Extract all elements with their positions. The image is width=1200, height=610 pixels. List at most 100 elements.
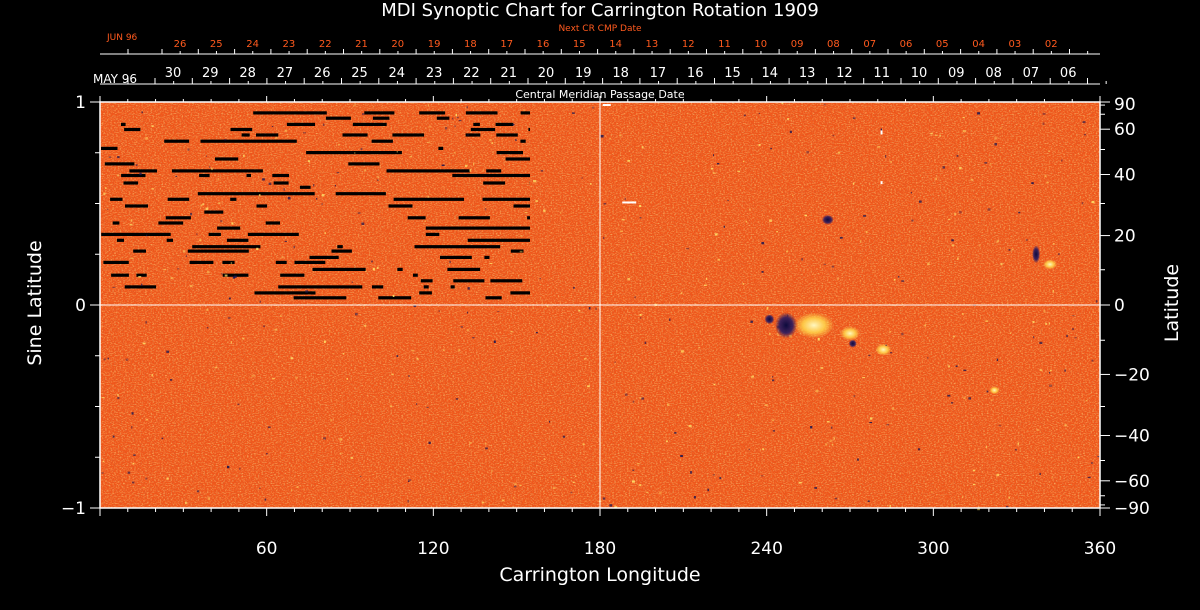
negative-speckle bbox=[1066, 334, 1068, 338]
next-cr-date-label: 22 bbox=[319, 39, 332, 50]
data-gap-segment bbox=[208, 232, 221, 236]
positive-speckle bbox=[572, 481, 575, 483]
positive-speckle bbox=[931, 491, 933, 493]
data-gap-segment bbox=[272, 173, 289, 178]
negative-speckle bbox=[454, 125, 456, 128]
data-gap-segment bbox=[419, 291, 432, 295]
data-gap-segment bbox=[230, 127, 253, 132]
negative-speckle bbox=[600, 134, 604, 138]
positive-speckle bbox=[274, 328, 278, 331]
data-gap-segment bbox=[423, 285, 429, 289]
data-gap-segment bbox=[215, 157, 239, 161]
next-cr-date-label: 15 bbox=[573, 39, 586, 50]
negative-speckle bbox=[1072, 328, 1074, 331]
positive-polarity-region bbox=[1043, 259, 1057, 270]
cmp-date-label: 17 bbox=[650, 66, 667, 81]
negative-speckle bbox=[187, 148, 190, 151]
positive-speckle bbox=[837, 151, 840, 154]
negative-speckle bbox=[313, 184, 315, 187]
positive-speckle bbox=[605, 234, 607, 237]
positive-speckle bbox=[271, 378, 275, 380]
positive-speckle bbox=[453, 151, 456, 154]
positive-speckle bbox=[338, 143, 340, 146]
positive-speckle bbox=[142, 342, 146, 345]
data-gap-segment bbox=[256, 204, 268, 208]
positive-speckle bbox=[962, 116, 965, 119]
positive-speckle bbox=[745, 220, 747, 223]
positive-speckle bbox=[829, 439, 833, 442]
data-gap-segment bbox=[110, 197, 123, 201]
negative-speckle bbox=[305, 290, 309, 293]
negative-speckle bbox=[485, 447, 488, 450]
positive-speckle bbox=[825, 443, 828, 446]
negative-speckle bbox=[1061, 159, 1063, 162]
cmp-date-label: 16 bbox=[687, 66, 704, 81]
positive-speckle bbox=[519, 250, 523, 253]
negative-speckle bbox=[963, 369, 967, 371]
negative-speckle bbox=[588, 307, 591, 310]
positive-speckle bbox=[151, 374, 154, 377]
positive-speckle bbox=[1037, 429, 1040, 431]
positive-speckle bbox=[560, 211, 562, 215]
cmp-date-label: 29 bbox=[202, 66, 219, 81]
negative-speckle bbox=[334, 184, 336, 187]
positive-speckle bbox=[717, 258, 720, 261]
negative-speckle bbox=[227, 465, 230, 469]
cmp-date-label: 21 bbox=[500, 66, 517, 81]
negative-speckle bbox=[927, 357, 929, 359]
data-gap-segment bbox=[450, 285, 455, 289]
negative-speckle bbox=[323, 437, 326, 440]
data-gap-segment bbox=[528, 127, 530, 132]
data-gap-segment bbox=[187, 249, 249, 253]
positive-speckle bbox=[562, 478, 564, 480]
positive-speckle bbox=[1077, 456, 1080, 459]
negative-speckle bbox=[772, 379, 775, 382]
negative-speckle bbox=[232, 276, 235, 279]
negative-speckle bbox=[713, 154, 714, 157]
negative-speckle bbox=[535, 332, 538, 334]
cmp-date-label: 08 bbox=[985, 66, 1002, 81]
data-gap-segment bbox=[331, 249, 352, 253]
positive-speckle bbox=[766, 307, 769, 310]
cmp-date-label: 30 bbox=[165, 66, 182, 81]
negative-speckle bbox=[166, 350, 170, 353]
negative-speckle bbox=[789, 130, 792, 134]
data-gap-segment bbox=[230, 197, 237, 201]
positive-speckle bbox=[520, 235, 523, 237]
positive-speckle bbox=[948, 365, 950, 368]
positive-speckle bbox=[762, 448, 765, 451]
positive-speckle bbox=[501, 499, 505, 502]
data-gap-segment bbox=[241, 133, 250, 137]
negative-speckle bbox=[408, 480, 410, 482]
negative-speckle bbox=[986, 390, 989, 393]
positive-speckle bbox=[321, 194, 325, 197]
negative-speckle bbox=[185, 255, 187, 257]
positive-speckle bbox=[205, 309, 209, 311]
negative-speckle bbox=[690, 471, 693, 474]
data-gap-segment bbox=[470, 127, 496, 132]
negative-speckle bbox=[209, 166, 211, 168]
negative-speckle bbox=[1042, 122, 1045, 125]
positive-speckle bbox=[520, 435, 522, 437]
top-axis-label: Central Meridian Passage Date bbox=[515, 88, 685, 101]
negative-speckle bbox=[867, 500, 870, 502]
positive-speckle bbox=[742, 283, 745, 285]
positive-speckle bbox=[706, 277, 708, 280]
negative-speckle bbox=[1042, 112, 1046, 115]
negative-speckle bbox=[748, 448, 750, 451]
positive-speckle bbox=[469, 169, 471, 172]
white-pixel bbox=[622, 201, 637, 204]
positive-speckle bbox=[959, 166, 962, 170]
negative-speckle bbox=[603, 203, 607, 205]
negative-speckle bbox=[237, 403, 240, 405]
negative-speckle bbox=[947, 394, 951, 397]
negative-speckle bbox=[942, 166, 945, 169]
positive-speckle bbox=[243, 154, 245, 158]
data-gap-segment bbox=[505, 157, 530, 161]
negative-speckle bbox=[572, 112, 575, 114]
negative-speckle bbox=[175, 175, 178, 177]
positive-speckle bbox=[786, 250, 788, 253]
negative-speckle bbox=[810, 426, 813, 429]
negative-speckle bbox=[1058, 253, 1060, 255]
positive-speckle bbox=[962, 313, 964, 315]
